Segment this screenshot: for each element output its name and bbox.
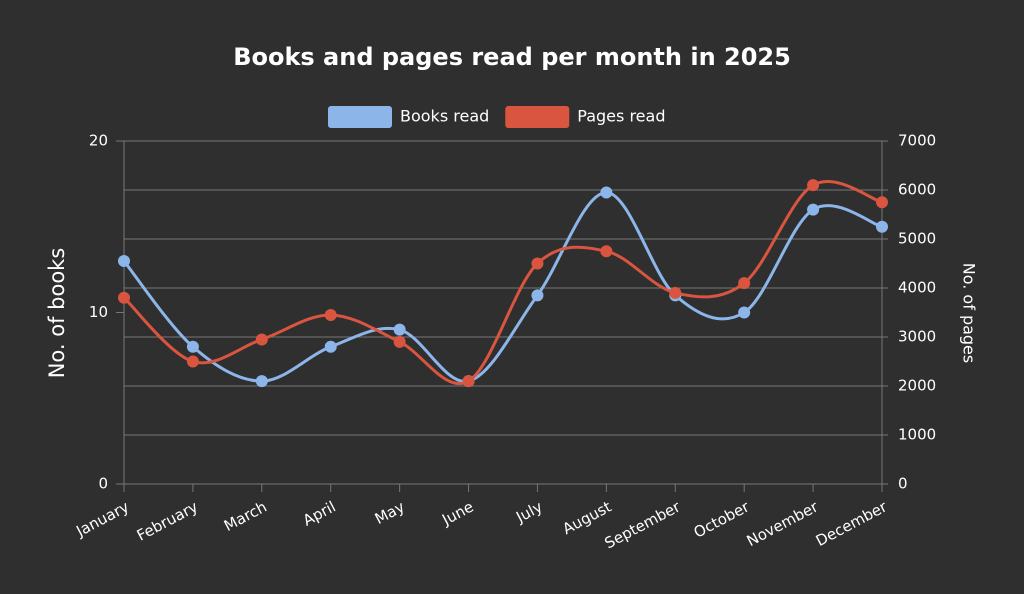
data-point [531, 289, 544, 302]
chart-title: Books and pages read per month in 2025 [233, 43, 791, 71]
data-point [738, 306, 751, 319]
data-point [807, 179, 820, 192]
data-point [393, 323, 406, 336]
data-point [255, 333, 268, 346]
y-axis-title: No. of books [45, 248, 69, 379]
data-point [118, 255, 130, 268]
data-point [807, 203, 820, 216]
data-point [255, 375, 268, 388]
y2-tick-label: 4000 [898, 279, 936, 297]
data-point [600, 245, 613, 258]
y2-tick-label: 2000 [898, 377, 936, 395]
data-point [531, 257, 544, 270]
data-point [876, 220, 888, 233]
y-tick-label: 0 [98, 475, 108, 493]
data-point [324, 308, 337, 321]
y-tick-label: 10 [89, 303, 108, 321]
legend-swatch [505, 106, 570, 128]
data-point [600, 186, 613, 199]
data-point [324, 340, 337, 353]
y2-tick-label: 6000 [898, 181, 936, 199]
data-point [393, 335, 406, 348]
y2-tick-label: 7000 [898, 132, 936, 150]
legend-label: Books read [400, 107, 489, 126]
data-point [186, 340, 199, 353]
y2-axis-title: No. of pages [960, 263, 979, 363]
legend-swatch [328, 106, 392, 128]
data-point [738, 277, 751, 290]
data-point [462, 375, 475, 388]
data-point [186, 355, 199, 368]
data-point [669, 286, 682, 299]
y2-tick-label: 5000 [898, 230, 936, 248]
data-point [118, 291, 130, 304]
y2-tick-label: 0 [898, 475, 908, 493]
y-tick-label: 20 [89, 132, 108, 150]
legend-label: Pages read [577, 107, 665, 126]
y2-tick-label: 1000 [898, 426, 936, 444]
data-point [876, 196, 888, 209]
y2-tick-label: 3000 [898, 328, 936, 346]
